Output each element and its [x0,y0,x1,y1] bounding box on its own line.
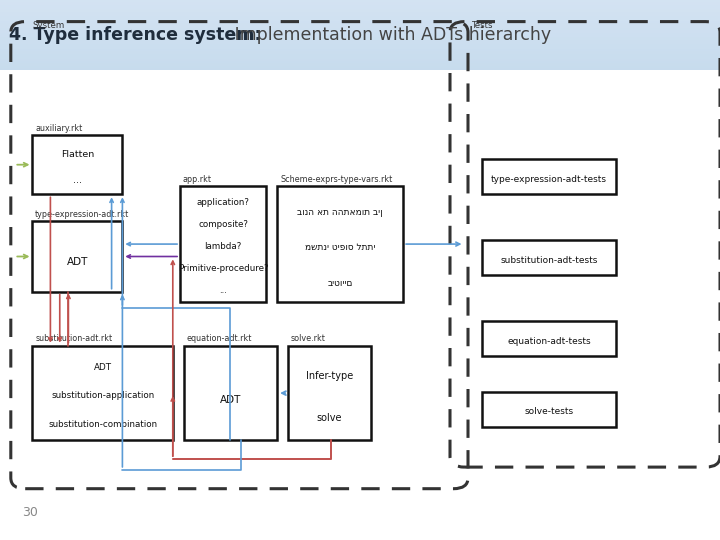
Bar [0,56,720,58]
Bar [0,44,720,47]
Text: בונה את ההתאמות בין: בונה את ההתאמות בין [297,208,383,217]
Text: Infer-type: Infer-type [306,372,353,381]
Text: substitution-combination: substitution-combination [48,420,157,429]
Bar [0,7,720,9]
Text: lambda?: lambda? [204,242,242,251]
Bar [482,240,616,275]
Text: Primitive-procedure?: Primitive-procedure? [178,264,269,273]
Bar [482,159,616,194]
Bar [482,321,616,356]
Text: ביטויים: ביטויים [328,279,353,287]
Bar [0,19,720,21]
Text: ...: ... [73,176,82,185]
Bar [0,68,720,70]
Bar [0,40,720,42]
Bar [0,51,720,54]
Bar [0,54,720,56]
Text: Tests: Tests [472,21,493,30]
Bar [0,0,720,2]
Bar [180,186,266,302]
Text: type-expression-adt-tests: type-expression-adt-tests [491,175,607,184]
Text: composite?: composite? [198,220,248,229]
Text: application?: application? [197,198,250,207]
Bar [0,2,720,5]
Text: equation-adt-tests: equation-adt-tests [507,337,591,346]
Text: 4. Type inference system:: 4. Type inference system: [9,26,262,44]
Text: substitution-adt.rkt: substitution-adt.rkt [35,334,112,343]
Text: Implementation with ADTs hierarchy: Implementation with ADTs hierarchy [229,26,551,44]
Bar [0,26,720,28]
Bar [0,30,720,33]
Bar [0,65,720,68]
Bar [0,23,720,26]
Text: auxiliary.rkt: auxiliary.rkt [35,124,83,133]
Text: solve: solve [317,413,342,422]
Text: equation-adt.rkt: equation-adt.rkt [186,334,252,343]
Text: ADT: ADT [94,362,112,372]
Text: 30: 30 [22,507,37,519]
Bar [288,346,371,440]
Bar [0,12,720,14]
Bar [0,21,720,23]
Bar [0,35,720,37]
Text: solve-tests: solve-tests [524,407,574,416]
Text: System: System [32,21,65,30]
Bar [0,63,720,65]
Text: Flatten: Flatten [60,150,94,159]
Bar [32,221,122,292]
Bar [0,16,720,19]
Text: ADT: ADT [67,257,88,267]
Bar [0,14,720,16]
Bar [0,37,720,40]
Bar [0,5,720,7]
Bar [0,28,720,30]
Text: type-expression-adt.rkt: type-expression-adt.rkt [35,210,130,219]
Bar [0,42,720,44]
Text: ADT: ADT [220,395,241,405]
Bar [0,58,720,61]
Bar [32,135,122,194]
Text: substitution-adt-tests: substitution-adt-tests [500,256,598,265]
Bar [0,49,720,51]
Bar [0,47,720,49]
Text: Scheme-exprs-type-vars.rkt: Scheme-exprs-type-vars.rkt [280,175,392,184]
Bar [184,346,277,440]
Bar [277,186,403,302]
Bar [482,392,616,427]
Bar [0,33,720,35]
Bar [32,346,173,440]
Text: substitution-application: substitution-application [51,391,154,400]
Bar [0,61,720,63]
Text: app.rkt: app.rkt [183,175,212,184]
Text: solve.rkt: solve.rkt [291,334,325,343]
Bar [0,9,720,12]
Text: ...: ... [220,286,227,295]
Text: משתני טיפוס לתתי: משתני טיפוס לתתי [305,244,375,252]
